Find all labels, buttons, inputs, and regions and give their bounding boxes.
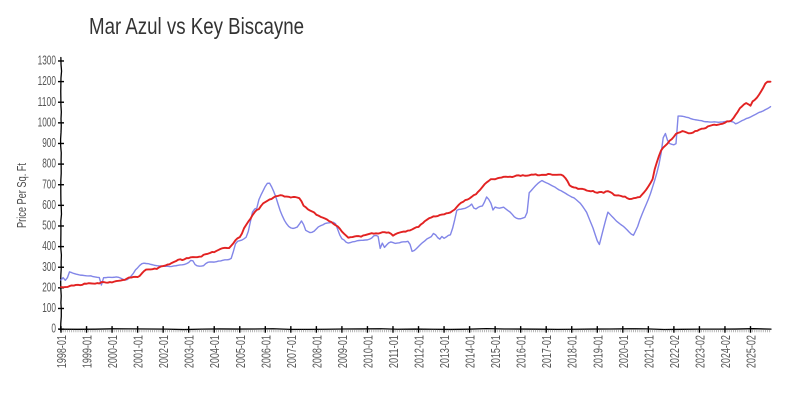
svg-text:2002-01: 2002-01: [157, 335, 171, 368]
svg-text:2010-01: 2010-01: [361, 335, 375, 368]
svg-text:2011-01: 2011-01: [387, 335, 401, 368]
svg-text:1200: 1200: [38, 74, 56, 88]
svg-text:2025-02: 2025-02: [745, 335, 759, 368]
svg-text:2001-01: 2001-01: [132, 335, 146, 368]
svg-text:700: 700: [42, 177, 56, 191]
svg-text:2000-01: 2000-01: [106, 335, 120, 368]
svg-text:2015-01: 2015-01: [489, 335, 503, 368]
svg-text:1100: 1100: [38, 95, 56, 109]
svg-text:2017-01: 2017-01: [540, 335, 554, 368]
svg-text:1998-01: 1998-01: [55, 335, 69, 368]
svg-text:600: 600: [42, 198, 56, 212]
svg-text:300: 300: [42, 260, 56, 274]
svg-text:900: 900: [42, 136, 56, 150]
svg-text:1300: 1300: [38, 54, 56, 68]
svg-text:2009-01: 2009-01: [336, 335, 350, 368]
svg-text:1000: 1000: [38, 115, 56, 129]
svg-text:0: 0: [51, 322, 56, 336]
svg-text:2006-01: 2006-01: [259, 335, 273, 368]
svg-text:2012-01: 2012-01: [413, 335, 427, 368]
svg-text:800: 800: [42, 157, 56, 171]
svg-text:2019-01: 2019-01: [591, 335, 605, 368]
svg-text:2003-01: 2003-01: [183, 335, 197, 368]
svg-text:2018-01: 2018-01: [566, 335, 580, 368]
svg-text:2005-01: 2005-01: [234, 335, 248, 368]
svg-text:400: 400: [42, 239, 56, 253]
svg-text:2007-01: 2007-01: [285, 335, 299, 368]
svg-text:2022-02: 2022-02: [668, 335, 682, 368]
svg-text:2016-01: 2016-01: [515, 335, 529, 368]
svg-text:1999-01: 1999-01: [81, 335, 95, 368]
svg-text:2024-02: 2024-02: [719, 335, 733, 368]
svg-text:500: 500: [42, 219, 56, 233]
svg-text:2004-01: 2004-01: [208, 335, 222, 368]
svg-text:200: 200: [42, 280, 56, 294]
svg-text:2013-01: 2013-01: [438, 335, 452, 368]
svg-text:2008-01: 2008-01: [310, 335, 324, 368]
svg-text:2021-01: 2021-01: [642, 335, 656, 368]
svg-text:2020-01: 2020-01: [617, 335, 631, 368]
svg-text:Price Per Sq. Ft: Price Per Sq. Ft: [15, 163, 29, 228]
svg-text:Mar Azul vs Key Biscayne: Mar Azul vs Key Biscayne: [89, 13, 304, 39]
svg-text:2014-01: 2014-01: [464, 335, 478, 368]
svg-text:100: 100: [42, 301, 56, 315]
svg-text:2023-02: 2023-02: [693, 335, 707, 368]
